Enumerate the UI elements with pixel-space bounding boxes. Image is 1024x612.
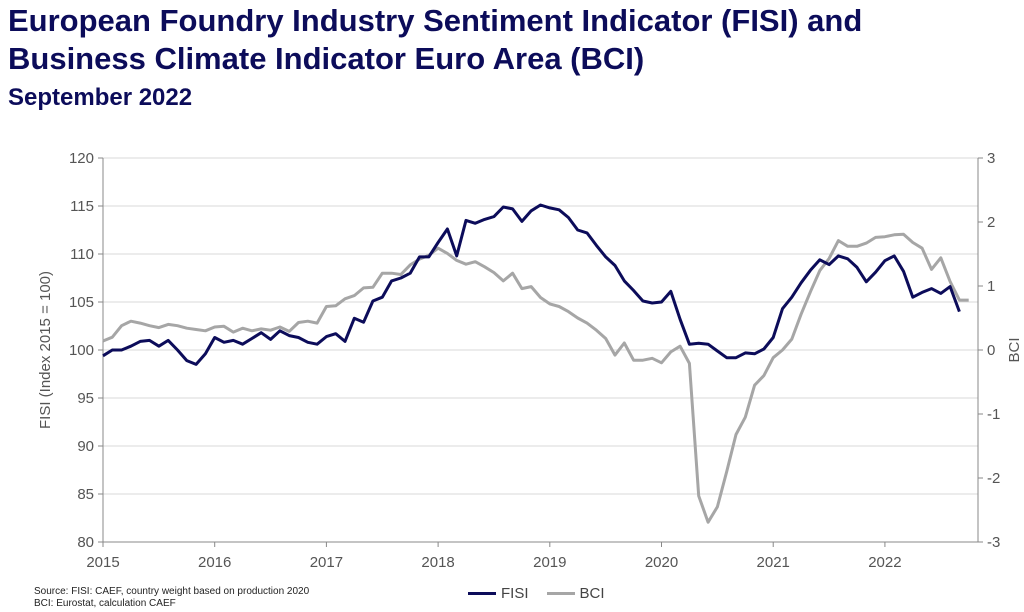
tick-label-left: 110 bbox=[70, 246, 94, 263]
legend-swatch-bci bbox=[546, 592, 575, 595]
grid-lines bbox=[103, 157, 978, 543]
tick-label-right: -1 bbox=[987, 406, 1000, 423]
x-axis-ticks: 2015 2016 2017 2018 2019 2020 2021 2022 bbox=[86, 542, 902, 571]
tick-label-right: 1 bbox=[987, 278, 995, 295]
tick-label-left: 90 bbox=[77, 438, 94, 455]
left-axis-ticks: 80 85 90 95 100 105 110 115 120 bbox=[69, 150, 103, 551]
legend: FISI BCI bbox=[468, 585, 623, 602]
legend-item-fisi: FISI bbox=[468, 585, 529, 602]
tick-label-right: 2 bbox=[987, 214, 995, 231]
chart-subtitle: September 2022 bbox=[8, 84, 193, 111]
tick-label-left: 120 bbox=[69, 150, 94, 167]
title-line-1: European Foundry Industry Sentiment Indi… bbox=[8, 3, 863, 38]
legend-item-bci: BCI bbox=[546, 585, 605, 602]
tick-label-x: 2018 bbox=[421, 554, 454, 571]
tick-label-x: 2017 bbox=[310, 554, 343, 571]
tick-label-x: 2021 bbox=[757, 554, 790, 571]
series-line-fisi bbox=[102, 203, 961, 366]
source-note: Source: FISI: CAEF, country weight based… bbox=[34, 586, 309, 610]
legend-label-fisi: FISI bbox=[501, 585, 529, 602]
source-line-1: Source: FISI: CAEF, country weight based… bbox=[34, 586, 310, 597]
tick-label-x: 2020 bbox=[645, 554, 678, 571]
legend-label-bci: BCI bbox=[579, 585, 605, 602]
tick-label-left: 85 bbox=[77, 486, 94, 503]
tick-label-right: -2 bbox=[987, 470, 1000, 487]
tick-label-right: -3 bbox=[987, 534, 1000, 551]
tick-label-left: 80 bbox=[77, 534, 94, 551]
tick-label-left: 95 bbox=[77, 390, 94, 407]
series-line-bci bbox=[102, 232, 969, 524]
y-axis-label-right: BCI bbox=[1006, 337, 1023, 362]
source-line-2: BCI: Eurostat, calculation CAEF bbox=[34, 598, 176, 609]
y-axis-label-left: FISI (Index 2015 = 100) bbox=[37, 271, 54, 429]
tick-label-right: 3 bbox=[987, 150, 995, 167]
right-axis-ticks: -3 -2 -1 0 1 2 3 bbox=[978, 150, 1000, 551]
tick-label-x: 2015 bbox=[86, 554, 119, 571]
tick-label-left: 115 bbox=[70, 198, 94, 215]
tick-label-x: 2019 bbox=[533, 554, 566, 571]
tick-label-right: 0 bbox=[987, 342, 995, 359]
legend-swatch-fisi bbox=[468, 592, 496, 595]
tick-label-left: 105 bbox=[69, 294, 94, 311]
tick-label-x: 2022 bbox=[868, 554, 901, 571]
title-line-2: Business Climate Indicator Euro Area (BC… bbox=[8, 41, 645, 76]
chart-title: European Foundry Industry Sentiment Indi… bbox=[8, 2, 862, 78]
tick-label-x: 2016 bbox=[198, 554, 231, 571]
tick-label-left: 100 bbox=[69, 342, 94, 359]
